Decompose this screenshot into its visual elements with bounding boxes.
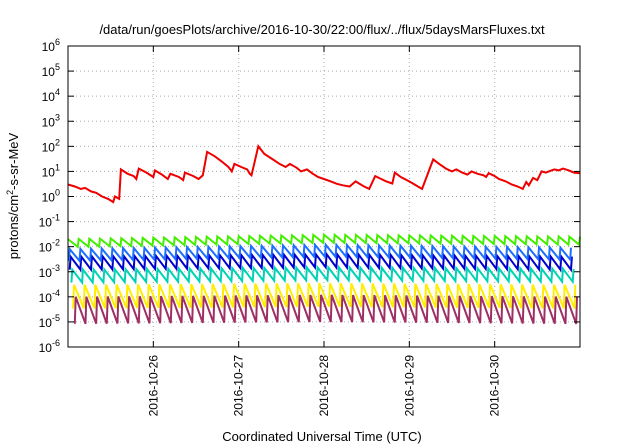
y-axis-ticks: 10-6 10-5 10-4 10-3 10-2 10-1 100 101 102 103 104 1… [39,37,580,355]
series-line [68,251,573,273]
y-tick-label: 100 [42,188,60,205]
y-tick-label: 106 [42,37,60,54]
y-tick-label: 10-6 [39,338,60,355]
series-layer [67,144,581,325]
series-line [73,294,578,325]
series-line [70,264,575,286]
y-axis-label: protons/cm2-s-sr-MeV [5,132,21,259]
y-tick-label: 10-3 [39,263,60,280]
x-axis-ticks: 2016-10-26 2016-10-27 2016-10-28 2016-10-29… [146,46,502,417]
series-line [72,282,577,309]
x-tick-label: 2016-10-29 [402,355,416,417]
y-tick-label: 105 [42,62,60,79]
y-tick-label: 103 [42,112,60,129]
series-line [67,144,581,204]
x-tick-label: 2016-10-30 [488,355,502,417]
y-tick-label: 10-2 [39,238,60,255]
x-tick-label: 2016-10-26 [146,355,160,417]
y-tick-label: 10-5 [39,313,60,330]
x-tick-label: 2016-10-27 [232,355,246,417]
y-tick-label: 10-4 [39,288,60,305]
x-axis-label: Coordinated Universal Time (UTC) [222,429,421,444]
y-tick-label: 104 [42,87,60,104]
y-tick-label: 102 [42,137,60,154]
x-tick-label: 2016-10-28 [317,355,331,417]
series-line [67,232,581,249]
series-line [67,242,572,264]
y-tick-label: 10-1 [39,213,60,230]
chart-title: /data/run/goesPlots/archive/2016-10-30/2… [99,22,545,37]
y-tick-label: 101 [42,162,60,179]
